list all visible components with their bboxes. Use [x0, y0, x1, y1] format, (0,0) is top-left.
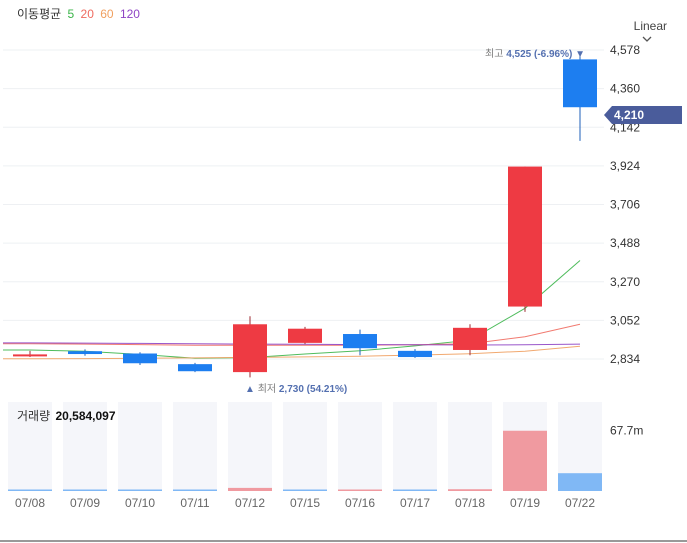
volume-bar [558, 473, 602, 491]
x-tick-label: 07/08 [15, 496, 45, 510]
volume-slot-bg [393, 402, 437, 491]
volume-slot-bg [8, 402, 52, 491]
volume-axis-label: 67.7m [610, 424, 643, 438]
price-tick-label: 4,578 [610, 43, 640, 57]
price-tick-label: 3,706 [610, 198, 640, 212]
candle-body [123, 353, 157, 364]
candle-body [398, 350, 432, 358]
candle-body [233, 324, 267, 373]
x-tick-label: 07/12 [235, 496, 265, 510]
current-price-tag: 4,210 [604, 106, 682, 124]
candle-body [68, 351, 102, 355]
price-tick-label: 3,924 [610, 159, 640, 173]
volume-bar [173, 489, 217, 491]
volume-bar [63, 489, 107, 491]
scale-mode-label: Linear [633, 19, 667, 33]
current-price-label: 4,210 [614, 108, 645, 122]
volume-bar [118, 489, 162, 491]
volume-slot-bg [63, 402, 107, 491]
volume-slot-bg [173, 402, 217, 491]
high-annotation-prefix: 최고 [485, 49, 504, 60]
volume-bar [393, 489, 437, 491]
volume-bar [8, 489, 52, 491]
price-tick-label: 3,052 [610, 313, 640, 327]
x-tick-label: 07/17 [400, 496, 430, 510]
low-annotation: ▲ 최저 2,730 (54.21%) [245, 380, 347, 395]
high-annotation-value: 4,525 (-6.96%) [506, 49, 573, 60]
volume-slot-bg [283, 402, 327, 491]
candle-body [508, 166, 542, 307]
low-annotation-value: 2,730 (54.21%) [278, 384, 348, 395]
volume-bar [228, 487, 272, 491]
candle-body [13, 354, 47, 357]
volume-slot-bg [448, 402, 492, 491]
x-tick-label: 07/16 [345, 496, 375, 510]
volume-bar [448, 489, 492, 491]
candle-body [178, 364, 212, 372]
volume-slot-bg [228, 402, 272, 491]
ma-legend-title: 이동평균 [17, 7, 62, 21]
down-triangle-icon: ▼ [575, 49, 586, 60]
high-annotation: 최고 4,525 (-6.96%) ▼ [485, 45, 585, 60]
ma-line-5 [3, 260, 581, 359]
volume-value: 20,584,097 [55, 409, 116, 423]
low-annotation-prefix: 최저 [257, 384, 277, 395]
x-tick-label: 07/15 [290, 496, 320, 510]
scale-mode-button[interactable]: Linear [633, 19, 667, 42]
x-tick-label: 07/19 [510, 496, 540, 510]
price-tick-label: 3,270 [610, 275, 640, 289]
moving-average-legend: 이동평균 5 20 60 120 [17, 5, 143, 22]
x-tick-label: 07/09 [70, 496, 100, 510]
volume-slot-bg [338, 402, 382, 491]
price-tick-label: 2,834 [610, 352, 640, 366]
candle-body [563, 59, 597, 108]
x-tick-label: 07/11 [180, 496, 209, 510]
volume-bar [283, 489, 327, 491]
ma-legend-20[interactable]: 20 [80, 7, 94, 21]
x-tick-label: 07/10 [125, 496, 155, 510]
volume-bar [338, 489, 382, 491]
up-triangle-icon: ▲ [245, 384, 255, 395]
candle-body [288, 328, 322, 343]
candle-body [453, 327, 487, 350]
ma-legend-60[interactable]: 60 [100, 7, 114, 21]
volume-slot-bg [118, 402, 162, 491]
chevron-down-icon [642, 36, 652, 42]
price-tick-label: 3,488 [610, 236, 640, 250]
volume-bar [503, 430, 547, 491]
ma-legend-120[interactable]: 120 [119, 7, 140, 21]
volume-label: 거래량 20,584,097 [17, 407, 116, 424]
ma-legend-5[interactable]: 5 [67, 7, 75, 21]
price-tick-label: 4,360 [610, 82, 640, 96]
x-tick-label: 07/18 [455, 496, 485, 510]
volume-title: 거래량 [17, 409, 51, 423]
candle-body [343, 334, 377, 349]
ma-line-60 [3, 345, 581, 360]
x-tick-label: 07/22 [565, 496, 595, 510]
